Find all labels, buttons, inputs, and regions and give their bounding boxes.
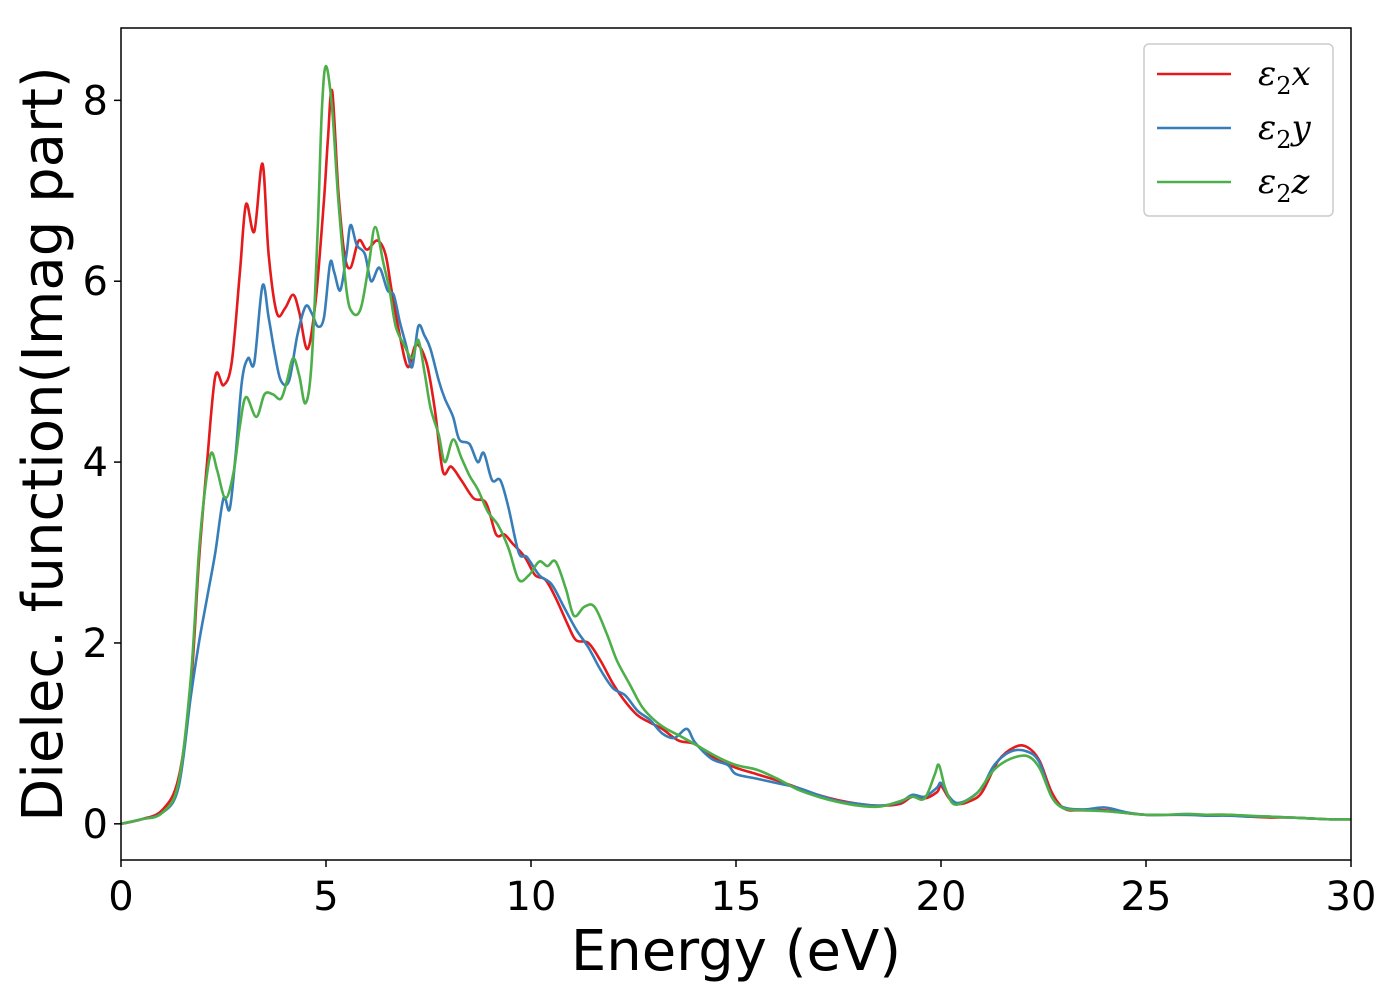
y-axis: 0 2 4 6 8 [83,78,121,848]
plot-area [121,64,1351,826]
x-axis: 0 5 10 15 20 25 30 [108,860,1376,920]
series-line-x [121,88,1351,826]
x-tick-label: 10 [506,874,557,920]
y-tick-label: 2 [83,621,108,667]
series-lines [121,64,1351,826]
y-axis-title: Dielec. function(Imag part) [11,66,76,822]
x-tick-label: 0 [108,874,133,920]
legend: ε2x ε2y ε2z [1143,43,1334,217]
y-tick-label: 6 [83,259,108,305]
x-tick-label: 15 [711,874,762,920]
x-tick-label: 20 [916,874,967,920]
legend-box [1143,43,1334,217]
x-tick-label: 30 [1326,874,1377,920]
series-line-y [121,223,1351,826]
x-axis-title: Energy (eV) [571,919,901,984]
legend-label-x: ε2x [1258,54,1311,100]
y-tick-label: 4 [83,440,108,486]
x-tick-label: 25 [1121,874,1172,920]
series-line-z [121,64,1351,826]
legend-label-y: ε2y [1258,108,1312,154]
y-tick-label: 0 [83,802,108,848]
y-tick-label: 8 [83,78,108,124]
legend-label-z: ε2z [1258,162,1311,208]
x-tick-label: 5 [313,874,338,920]
